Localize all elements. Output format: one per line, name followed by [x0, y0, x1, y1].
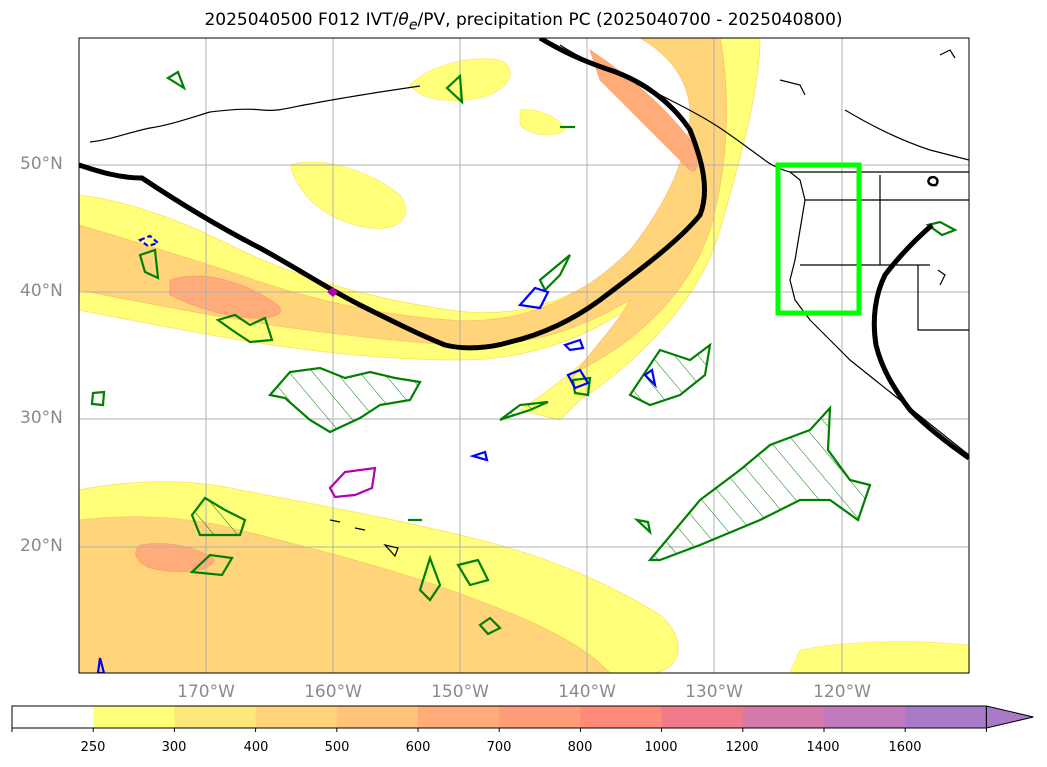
- colorbar-tick: 400: [243, 740, 269, 755]
- colorbar-segment: [499, 706, 581, 728]
- lat-label-20: 20°N: [20, 536, 63, 556]
- colorbar-segment: [580, 706, 663, 728]
- colorbar-tick: 700: [486, 740, 512, 755]
- colorbar-tick: 1200: [725, 740, 759, 755]
- lon-label-160w: 160°W: [304, 682, 362, 702]
- colorbar-segment: [255, 706, 338, 728]
- pv-contour: [79, 38, 969, 461]
- colorbar-tick: 600: [405, 740, 431, 755]
- ivt-se-corner: [789, 641, 969, 673]
- colorbar-segment: [418, 706, 500, 728]
- lon-label-170w: 170°W: [177, 682, 235, 702]
- lon-label-130w: 130°W: [685, 682, 743, 702]
- map-frame: [78, 37, 970, 674]
- ivt-field: [79, 38, 969, 673]
- lon-label-150w: 150°W: [431, 682, 489, 702]
- colorbar-tick: 250: [80, 740, 106, 755]
- colorbar-tick: 800: [567, 740, 593, 755]
- lon-label-140w: 140°W: [558, 682, 616, 702]
- colorbar-segment: [336, 706, 419, 728]
- colorbar-tick: 1600: [888, 740, 922, 755]
- lat-label-50: 50°N: [20, 154, 63, 174]
- colorbar-tick: 1000: [644, 740, 678, 755]
- colorbar-segment: [174, 706, 257, 728]
- colorbar-segment: [742, 706, 825, 728]
- lat-label-30: 30°N: [20, 408, 63, 428]
- lon-label-120w: 120°W: [813, 682, 871, 702]
- colorbar-segment: [661, 706, 744, 728]
- colorbar-segment: [905, 706, 987, 728]
- colorbar-tick: 500: [324, 740, 350, 755]
- pv-marker: [327, 287, 338, 297]
- colorbar-extend-arrow: [985, 705, 1034, 729]
- colorbar-tick: 300: [161, 740, 187, 755]
- theta-e-contours: [90, 70, 958, 636]
- ivt-mid-blob: [289, 161, 407, 229]
- ivt-core-west: [169, 275, 281, 319]
- colorbar-segment: [824, 706, 906, 728]
- colorbar-segment: [12, 706, 94, 728]
- lat-label-40: 40°N: [20, 281, 63, 301]
- colorbar-segment: [93, 706, 175, 728]
- map-title: 2025040500 F012 IVT/θe/PV, precipitation…: [204, 10, 843, 34]
- ivt-small-blob: [519, 109, 566, 136]
- colorbar: [11, 705, 1034, 732]
- colorbar-tick: 1400: [806, 740, 840, 755]
- ivt-south-core: [135, 543, 216, 572]
- highlight-box: [775, 162, 862, 316]
- precip-contours: [96, 234, 657, 673]
